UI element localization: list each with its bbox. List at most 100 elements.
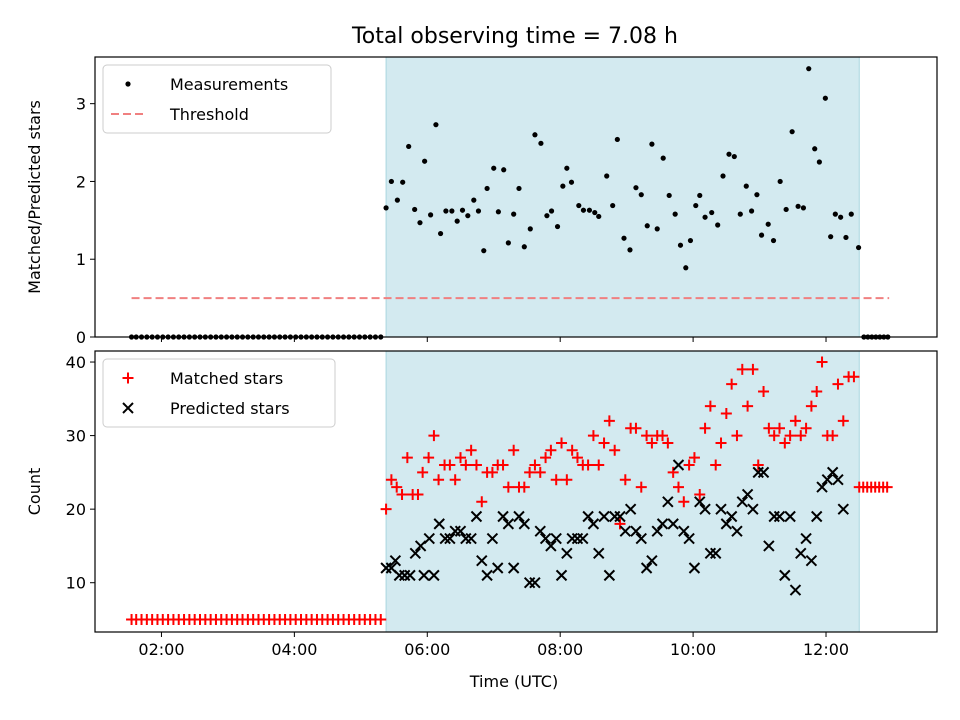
data-point — [556, 437, 568, 449]
x-axis-label: Time (UTC) — [469, 672, 558, 691]
x-tick-label: 06:00 — [404, 640, 450, 659]
y-tick-label: 30 — [66, 427, 86, 446]
data-point — [534, 466, 546, 478]
axes-frame — [94, 56, 938, 338]
legend-marker-swatch — [122, 372, 134, 384]
legend: Measurements Threshold — [102, 64, 332, 134]
data-point — [484, 185, 490, 192]
data-point — [630, 525, 642, 537]
data-point — [560, 183, 566, 189]
data-point — [439, 532, 451, 545]
data-point — [702, 214, 708, 220]
data-point — [527, 226, 533, 232]
data-point — [662, 496, 674, 508]
data-point — [444, 459, 456, 471]
data-point — [656, 518, 669, 530]
data-point — [529, 577, 541, 589]
data-point — [476, 496, 488, 508]
data-point — [621, 235, 627, 241]
data-point — [571, 452, 583, 464]
data-point — [449, 208, 455, 214]
data-point — [783, 206, 789, 213]
data-point — [822, 95, 828, 101]
data-point — [720, 518, 733, 530]
legend-box — [102, 358, 336, 428]
data-point — [683, 459, 695, 471]
data-point — [737, 211, 743, 217]
data-point — [881, 481, 893, 493]
data-point — [582, 510, 594, 523]
data-point — [678, 525, 690, 537]
data-point — [428, 569, 440, 582]
data-point — [662, 437, 674, 449]
data-point — [465, 444, 477, 456]
data-point — [770, 237, 777, 244]
data-point — [699, 422, 711, 434]
data-point — [731, 153, 737, 160]
data-point — [683, 532, 695, 545]
data-point — [758, 232, 765, 238]
data-point — [765, 221, 771, 227]
data-point — [741, 488, 754, 501]
data-point — [511, 211, 517, 217]
data-point — [497, 459, 509, 471]
data-point — [743, 183, 749, 189]
legend: Matched stars Predicted stars — [102, 358, 336, 428]
data-point — [697, 192, 703, 199]
data-point — [752, 459, 764, 471]
data-point — [428, 212, 434, 218]
data-point — [709, 209, 715, 216]
data-point — [586, 207, 593, 213]
data-point — [470, 459, 482, 471]
data-point — [433, 518, 445, 530]
data-point — [688, 452, 700, 464]
data-point — [444, 532, 456, 545]
data-point — [837, 503, 850, 515]
data-point — [726, 151, 732, 157]
data-point — [609, 444, 621, 456]
bottom-panel-star-counts: 02:00 04:00 06:00 08:00 10:00 12:00 10 20 30 40 Co… — [25, 350, 938, 691]
data-point — [610, 202, 616, 209]
data-point — [736, 496, 748, 508]
data-point — [388, 178, 394, 185]
data-point — [795, 203, 801, 209]
data-point — [768, 430, 780, 442]
data-point — [422, 158, 428, 164]
data-point — [455, 452, 467, 464]
data-point — [593, 459, 605, 471]
data-point — [805, 400, 817, 412]
data-point — [758, 385, 770, 397]
data-point — [832, 211, 838, 217]
data-point — [677, 242, 684, 248]
data-point — [582, 459, 594, 471]
data-point — [548, 208, 555, 214]
series-predicted-stars — [380, 459, 850, 596]
data-point — [596, 213, 602, 220]
data-point — [726, 378, 738, 390]
data-point — [497, 510, 509, 523]
data-point — [502, 481, 514, 493]
data-point — [394, 197, 400, 203]
data-point — [417, 220, 423, 226]
data-point — [646, 554, 658, 567]
x-tick-label: 02:00 — [138, 640, 184, 659]
data-point — [550, 474, 562, 486]
data-point — [699, 503, 711, 515]
data-point — [486, 466, 498, 478]
data-point — [638, 192, 644, 198]
data-point — [475, 208, 482, 214]
data-point — [784, 430, 796, 442]
data-point — [375, 613, 387, 625]
data-point — [630, 422, 642, 434]
data-point — [773, 510, 786, 523]
data-point — [619, 525, 632, 537]
data-point — [561, 547, 573, 559]
data-point — [747, 363, 759, 375]
data-point — [811, 510, 823, 523]
data-point — [651, 525, 663, 537]
data-point — [476, 554, 488, 567]
data-point — [614, 518, 626, 530]
data-point — [501, 167, 507, 173]
data-point — [644, 223, 650, 229]
data-point — [715, 437, 727, 449]
